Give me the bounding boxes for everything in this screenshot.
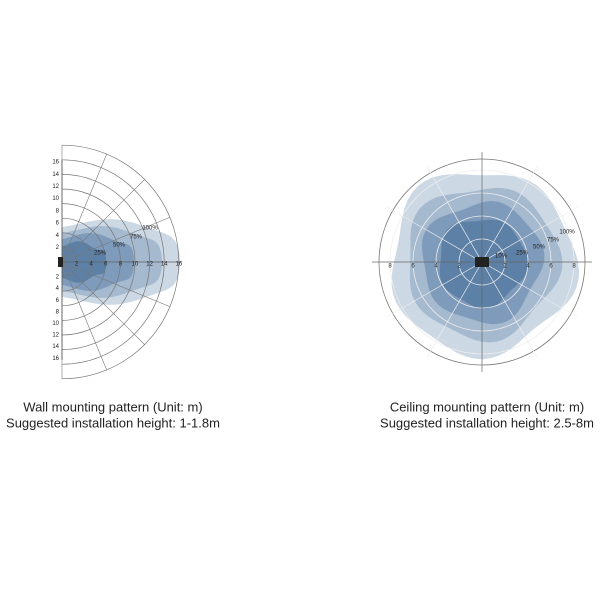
radial-line <box>61 261 145 345</box>
tick-label: 2 <box>75 262 79 268</box>
radial-line <box>481 206 578 263</box>
tick-label: 16 <box>52 356 59 362</box>
radial-line <box>61 216 171 263</box>
caption: Suggested installation height: 2.5-8m <box>380 415 594 430</box>
tick-label: 2 <box>503 264 507 270</box>
radial-line <box>481 166 538 263</box>
tick-label: 14 <box>52 344 59 350</box>
tick-label: 4 <box>56 233 60 239</box>
tick-label: 8 <box>119 262 123 268</box>
radial-line <box>386 261 483 318</box>
tick-label: 8 <box>56 309 60 315</box>
tick-label: 8 <box>388 264 392 270</box>
tick-label: 4 <box>56 286 60 292</box>
zone-label: 50% <box>113 243 126 249</box>
caption: Ceiling mounting pattern (Unit: m) <box>390 399 584 414</box>
caption: Wall mounting pattern (Unit: m) <box>23 399 202 414</box>
radial-line <box>386 206 483 263</box>
zone-label: 75% <box>130 235 143 241</box>
tick-label: 12 <box>146 262 153 268</box>
tick-label: 4 <box>434 264 438 270</box>
tick-label: 6 <box>56 221 60 227</box>
tick-label: 10 <box>132 262 139 268</box>
radial-line <box>61 261 108 371</box>
zone-label: 10% <box>495 254 508 260</box>
tick-label: 10 <box>52 321 59 327</box>
radial-line <box>426 166 483 263</box>
tick-label: 12 <box>52 333 59 339</box>
zone-label: 25% <box>516 251 529 257</box>
zone-label: 75% <box>547 238 560 244</box>
tick-label: 2 <box>457 264 461 270</box>
caption: Suggested installation height: 1-1.8m <box>6 415 220 430</box>
tick-label: 6 <box>56 298 60 304</box>
tick-label: 14 <box>161 262 168 268</box>
zone-label: 50% <box>533 245 546 251</box>
tick-label: 12 <box>52 184 59 190</box>
sensor <box>475 257 489 267</box>
tick-label: 16 <box>52 160 59 166</box>
tick-label: 6 <box>549 264 553 270</box>
radial-line <box>61 153 108 263</box>
tick-label: 4 <box>526 264 530 270</box>
tick-label: 6 <box>411 264 415 270</box>
tick-label: 14 <box>52 172 59 178</box>
tick-label: 8 <box>56 208 60 214</box>
tick-label: 2 <box>56 275 60 281</box>
sensor <box>58 257 63 267</box>
zone-label: 100% <box>559 230 575 236</box>
radial-line <box>61 179 145 263</box>
radial-line <box>426 261 483 358</box>
tick-label: 16 <box>175 262 182 268</box>
tick-label: 10 <box>52 196 59 202</box>
tick-label: 4 <box>90 262 94 268</box>
tick-label: 2 <box>56 245 60 251</box>
radial-line <box>61 261 171 308</box>
tick-label: 8 <box>572 264 576 270</box>
radial-line <box>481 261 538 358</box>
zone-label: 100% <box>142 226 158 232</box>
radial-line <box>481 261 578 318</box>
zone-label: 25% <box>94 251 107 257</box>
tick-label: 6 <box>104 262 108 268</box>
